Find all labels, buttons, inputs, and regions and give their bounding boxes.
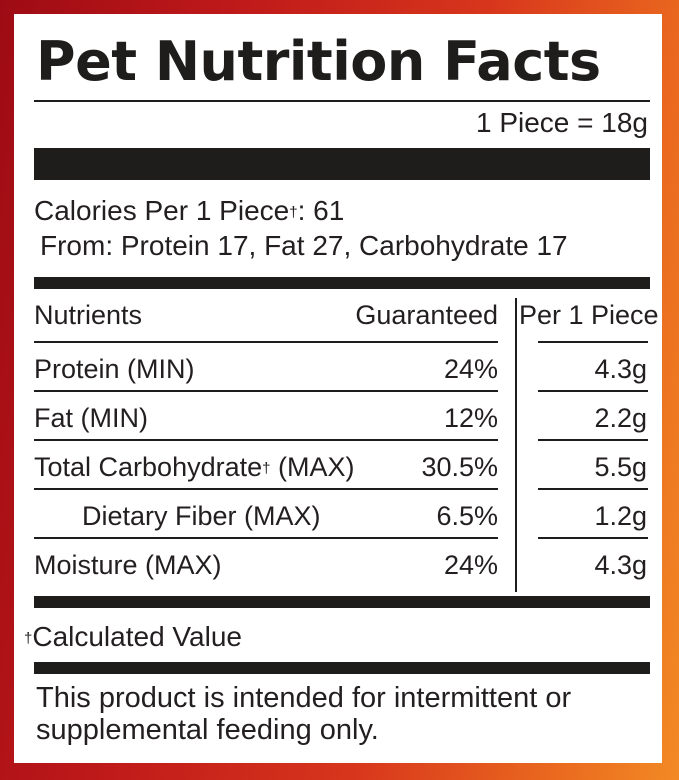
row-rule: [34, 390, 498, 392]
row-rule: [538, 390, 648, 392]
footnote-text: Calculated Value: [32, 621, 242, 652]
row-rule: [538, 537, 648, 539]
header-per-piece: Per 1 Piece: [519, 300, 659, 330]
row-rule: [538, 439, 648, 441]
table-row-carbohydrate-name: Total Carbohydrate† (MAX): [34, 450, 354, 484]
table-row-moisture-per-piece: 4.3g: [594, 550, 647, 580]
table-row-fiber-guaranteed: 6.5%: [436, 501, 498, 531]
table-row-moisture-name: Moisture (MAX): [34, 550, 222, 580]
title-rule: [34, 100, 650, 102]
calories-line: Calories Per 1 Piece†: 61: [34, 194, 344, 228]
row-rule: [34, 439, 498, 441]
table-row-fiber-name: Dietary Fiber (MAX): [82, 501, 321, 531]
serving-size: 1 Piece = 18g: [475, 107, 648, 138]
calories-value: : 61: [297, 195, 345, 226]
table-row-fiber-per-piece: 1.2g: [594, 501, 647, 531]
label-title: Pet Nutrition Facts: [36, 30, 601, 93]
footnote: †Calculated Value: [24, 620, 242, 654]
column-divider: [515, 298, 517, 592]
carbohydrate-qualifier: (MAX): [270, 452, 355, 482]
calories-label: Calories Per 1 Piece: [34, 195, 290, 226]
table-row-fat-guaranteed: 12%: [443, 403, 498, 433]
thick-rule-top: [34, 148, 650, 180]
table-row-protein-per-piece: 4.3g: [594, 354, 647, 384]
table-row-carbohydrate-per-piece: 5.5g: [594, 452, 647, 482]
rule-above-feeding-note: [34, 662, 650, 674]
header-guaranteed: Guaranteed: [355, 300, 498, 330]
table-row-fat-name: Fat (MIN): [34, 403, 148, 433]
row-rule: [34, 341, 498, 343]
carbohydrate-label: Total Carbohydrate: [34, 452, 263, 482]
rule-above-table: [34, 277, 650, 289]
table-row-fat-per-piece: 2.2g: [594, 403, 647, 433]
nutrition-panel: Pet Nutrition Facts 1 Piece = 18g Calori…: [14, 14, 662, 763]
calories-breakdown: From: Protein 17, Fat 27, Carbohydrate 1…: [40, 230, 568, 261]
table-row-moisture-guaranteed: 24%: [443, 550, 498, 580]
table-row-protein-name: Protein (MIN): [34, 354, 195, 384]
row-rule: [34, 488, 498, 490]
rule-below-table: [34, 596, 650, 608]
row-rule: [538, 341, 648, 343]
carbohydrate-dagger: †: [262, 460, 271, 477]
row-rule: [34, 537, 498, 539]
row-rule: [538, 488, 648, 490]
table-row-protein-guaranteed: 24%: [443, 354, 498, 384]
header-nutrients: Nutrients: [34, 300, 143, 330]
feeding-note: This product is intended for intermitten…: [36, 682, 572, 746]
calories-dagger: †: [289, 204, 298, 221]
footnote-dagger: †: [24, 630, 33, 647]
table-row-carbohydrate-guaranteed: 30.5%: [421, 452, 498, 482]
